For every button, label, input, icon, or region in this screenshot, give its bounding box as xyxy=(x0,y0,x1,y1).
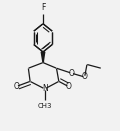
Text: O: O xyxy=(65,82,71,91)
Text: O: O xyxy=(82,72,88,81)
Text: N: N xyxy=(42,84,48,93)
Polygon shape xyxy=(41,52,45,63)
Text: CH3: CH3 xyxy=(38,103,52,109)
Text: O: O xyxy=(14,82,20,91)
Text: O: O xyxy=(69,69,75,78)
Text: F: F xyxy=(41,3,45,12)
